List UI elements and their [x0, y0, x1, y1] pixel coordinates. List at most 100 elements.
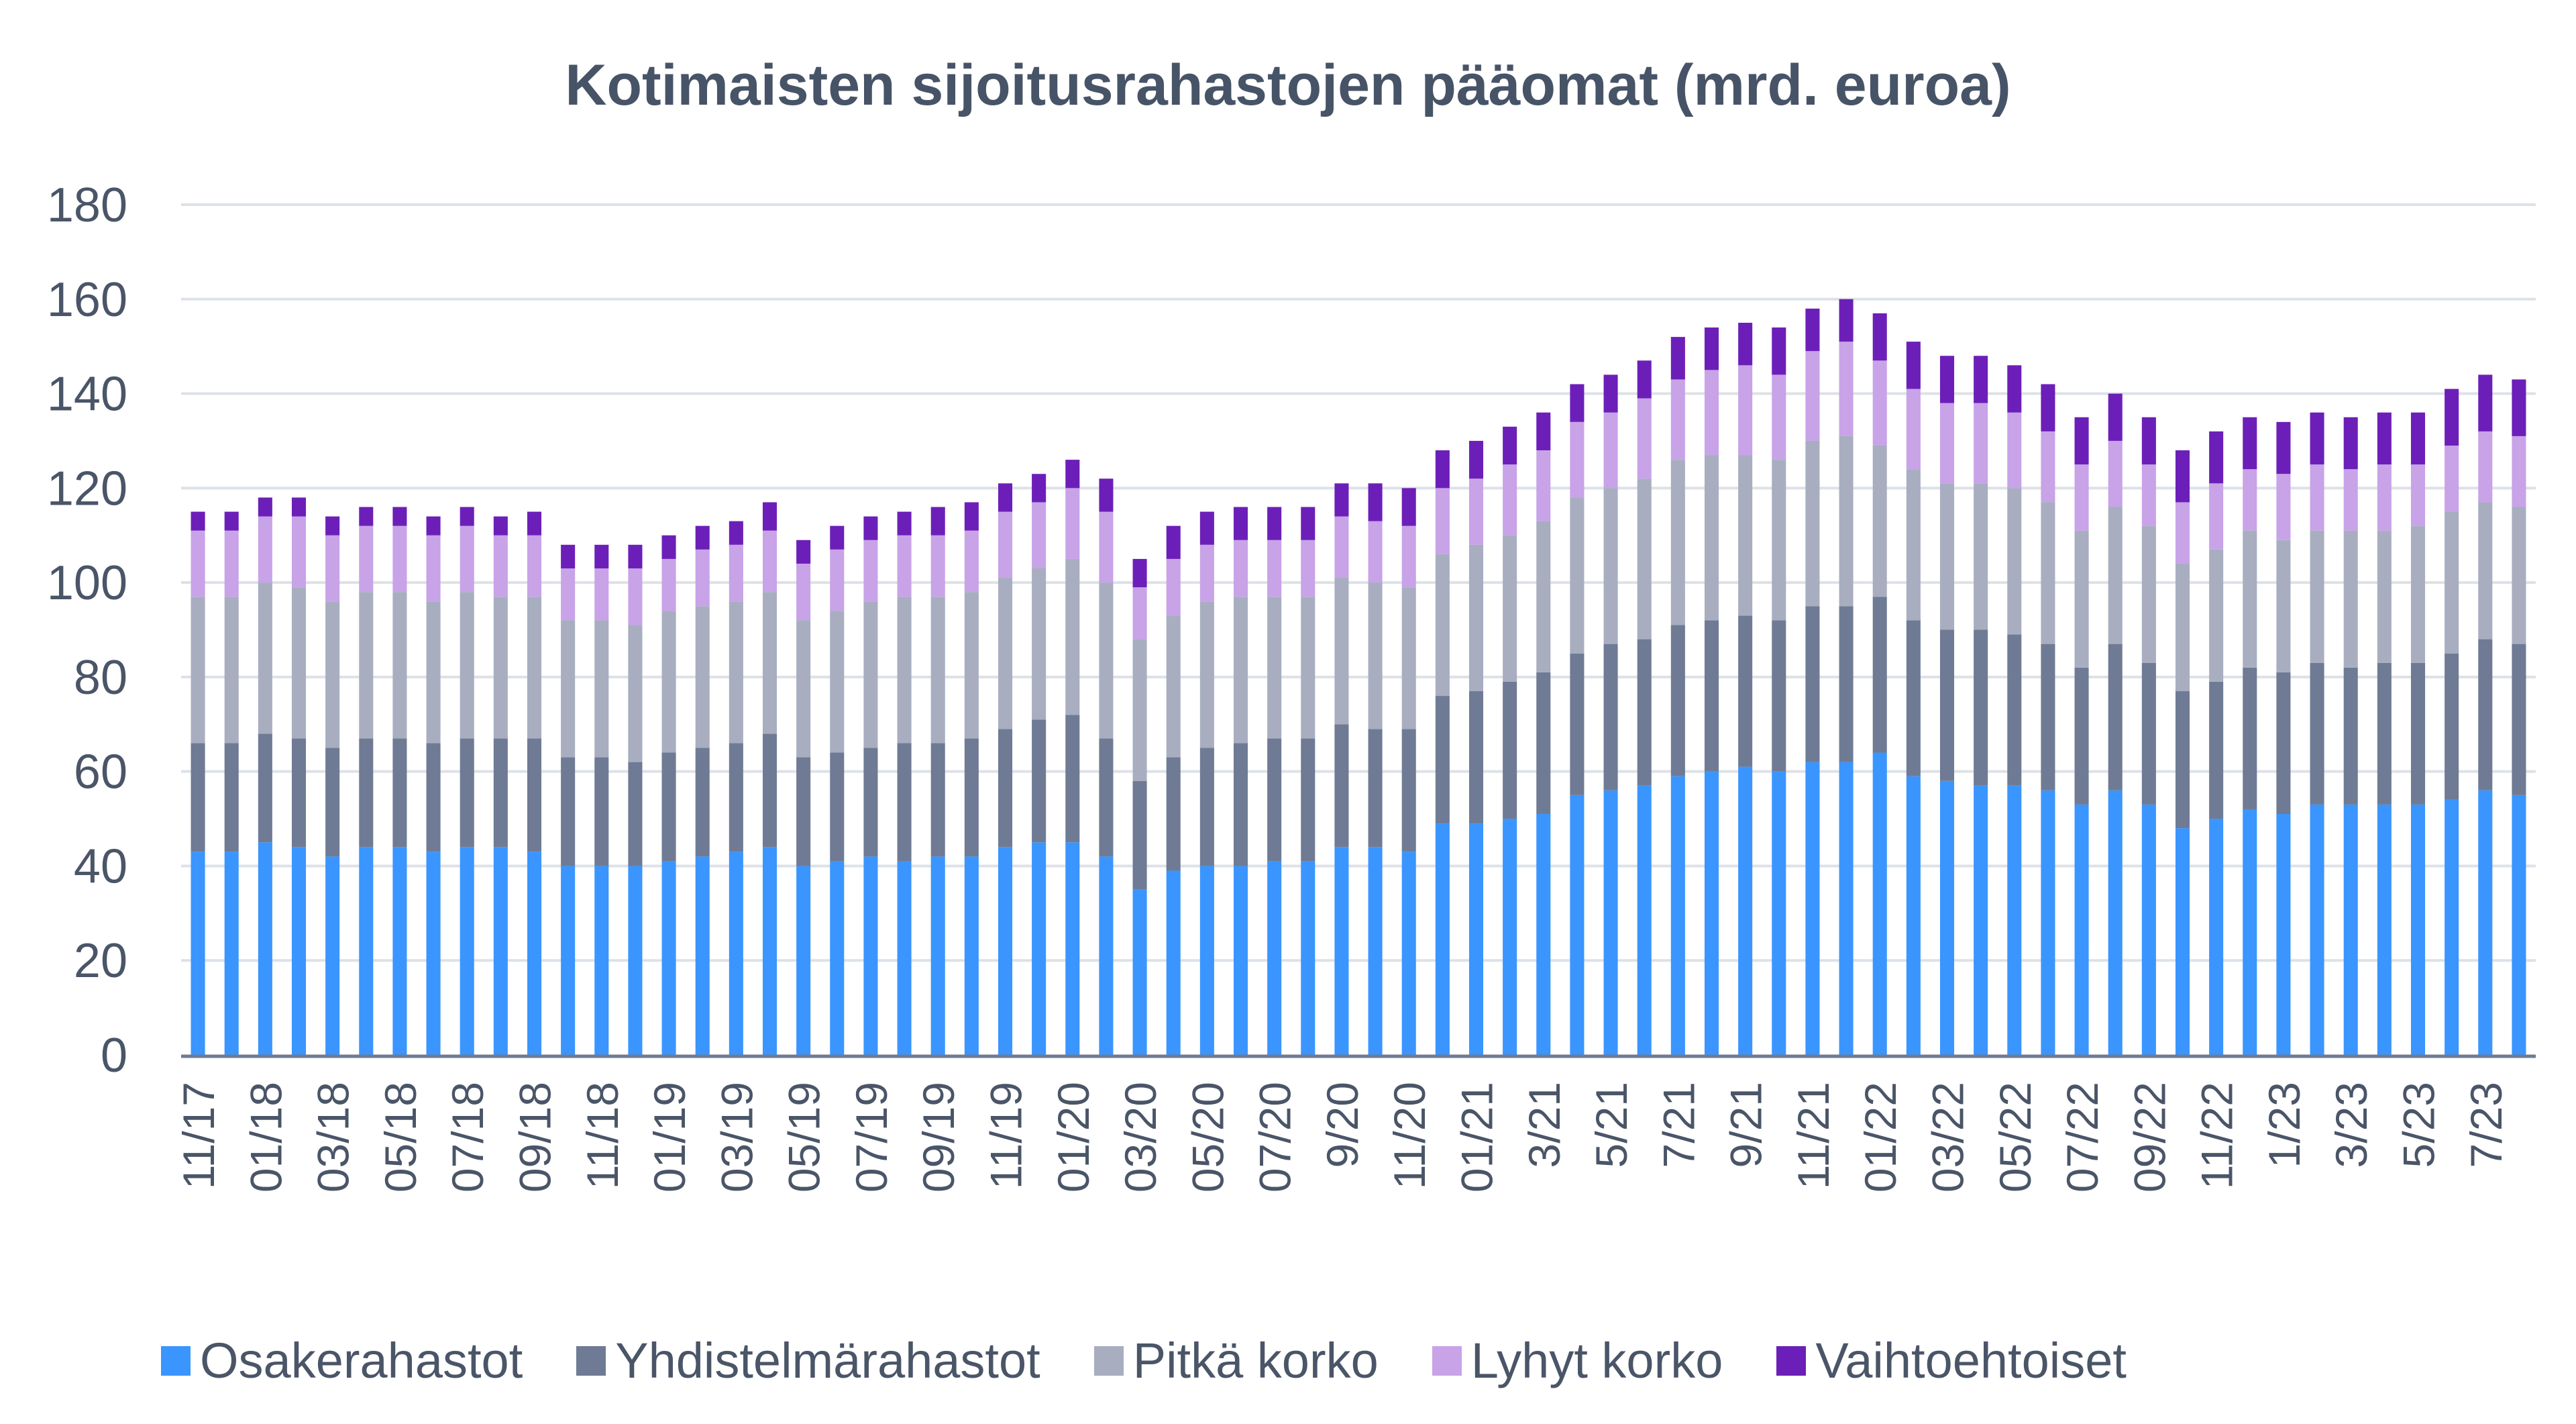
bar-segment: [2007, 488, 2022, 635]
bar-segment: [2007, 634, 2022, 786]
bar-segment: [1704, 620, 1719, 772]
bar-segment: [359, 847, 374, 1055]
bar-segment: [1603, 412, 1618, 489]
bar-segment: [1738, 615, 1753, 767]
bar-segment: [2108, 644, 2123, 791]
bar-segment: [930, 743, 945, 857]
bar-segment: [191, 743, 205, 852]
bar-segment: [359, 592, 374, 739]
bar-segment: [2343, 667, 2358, 805]
bar-segment: [1738, 766, 1753, 1055]
legend-label: Pitkä korko: [1132, 1333, 1379, 1388]
bar-stack-7-23: [2478, 374, 2493, 1055]
bar-segment: [964, 738, 979, 857]
bar-stack-10-19: [964, 502, 979, 1055]
legend-item: Lyhyt korko: [1432, 1332, 1723, 1389]
bar-segment: [1401, 488, 1416, 526]
bar-segment: [1805, 308, 1820, 352]
bar-stack-9-20: [1334, 483, 1349, 1055]
bar-stack-02-20: [1099, 478, 1114, 1055]
bar-segment: [930, 535, 945, 597]
bar-segment: [359, 525, 374, 593]
bar-segment: [594, 568, 609, 621]
bar-stack-08-18: [493, 516, 508, 1055]
bar-segment: [1233, 507, 1248, 540]
bar-segment: [426, 516, 441, 536]
bar-segment: [2478, 374, 2493, 431]
bar-segment: [1906, 776, 1921, 1055]
bar-segment: [1368, 847, 1383, 1055]
bar-segment: [258, 733, 272, 843]
bar-segment: [1805, 351, 1820, 441]
bar-segment: [1267, 540, 1282, 597]
bar-segment: [1772, 460, 1786, 621]
x-tick-label: 3/23: [2326, 1082, 2376, 1168]
x-tick-label: 05/18: [376, 1082, 425, 1192]
bar-segment: [1872, 752, 1887, 1055]
bar-segment: [830, 752, 845, 862]
bar-segment: [2074, 804, 2089, 1055]
bar-stack-12-17: [224, 511, 239, 1055]
bar-segment: [1974, 785, 1988, 1055]
bar-stack-08-22: [2108, 393, 2123, 1055]
bar-stack-12-18: [628, 544, 643, 1055]
bar-segment: [2377, 530, 2392, 663]
bar-segment: [1166, 870, 1181, 1055]
x-tick-label: 3/21: [1519, 1082, 1569, 1168]
bar-segment: [796, 540, 811, 564]
bar-segment: [830, 549, 845, 611]
bar-segment: [695, 606, 710, 748]
bar-segment: [2310, 464, 2324, 531]
bar-segment: [1301, 861, 1316, 1055]
bar-segment: [1435, 554, 1450, 697]
bar-segment: [1570, 653, 1585, 795]
bar-stack-06-18: [426, 516, 441, 1055]
bar-stack-01-18: [258, 497, 272, 1055]
bar-segment: [1503, 681, 1517, 819]
bar-segment: [1199, 511, 1214, 545]
bar-segment: [325, 516, 340, 536]
chart-title: Kotimaisten sijoitusrahastojen pääomat (…: [565, 53, 2011, 117]
x-tick-label: 01/21: [1452, 1082, 1502, 1192]
bar-segment: [1032, 502, 1046, 568]
bar-segment: [1637, 478, 1652, 640]
legend-item: Osakerahastot: [161, 1332, 523, 1389]
bar-segment: [1939, 629, 1955, 781]
y-tick-label: 60: [74, 746, 127, 799]
bar-segment: [695, 549, 710, 607]
bar-segment: [1738, 322, 1753, 366]
legend-swatch: [1432, 1345, 1462, 1376]
bar-segment: [998, 511, 1013, 578]
bar-segment: [729, 544, 743, 602]
bar-segment: [1772, 771, 1786, 1055]
bar-stack-07-19: [863, 516, 878, 1055]
bar-segment: [2512, 436, 2526, 507]
bar-segment: [1166, 525, 1181, 559]
bar-segment: [628, 762, 643, 866]
bar-segment: [1670, 460, 1685, 625]
bar-segment: [2276, 421, 2291, 474]
bar-segment: [1233, 597, 1248, 744]
bar-segment: [1872, 360, 1887, 446]
bar-segment: [1704, 771, 1719, 1055]
bar-segment: [729, 743, 743, 852]
bar-stack-3-21: [1536, 412, 1551, 1055]
bar-stack-04-20: [1166, 525, 1181, 1055]
bar-segment: [1637, 785, 1652, 1055]
bar-segment: [1974, 483, 1988, 630]
bar-segment: [527, 852, 542, 1055]
bar-segment: [2243, 417, 2257, 470]
bar-segment: [2377, 412, 2392, 465]
bar-segment: [392, 525, 407, 593]
bar-segment: [2041, 384, 2055, 431]
bar-stack-12-20: [1435, 450, 1450, 1055]
bar-segment: [863, 516, 878, 540]
bar-segment: [964, 530, 979, 593]
bar-segment: [1132, 639, 1147, 781]
bar-segment: [1637, 398, 1652, 479]
bar-segment: [998, 847, 1013, 1055]
bar-segment: [998, 578, 1013, 729]
x-tick-label: 01/22: [1856, 1082, 1905, 1192]
bar-segment: [1032, 719, 1046, 843]
bar-segment: [1032, 842, 1046, 1055]
